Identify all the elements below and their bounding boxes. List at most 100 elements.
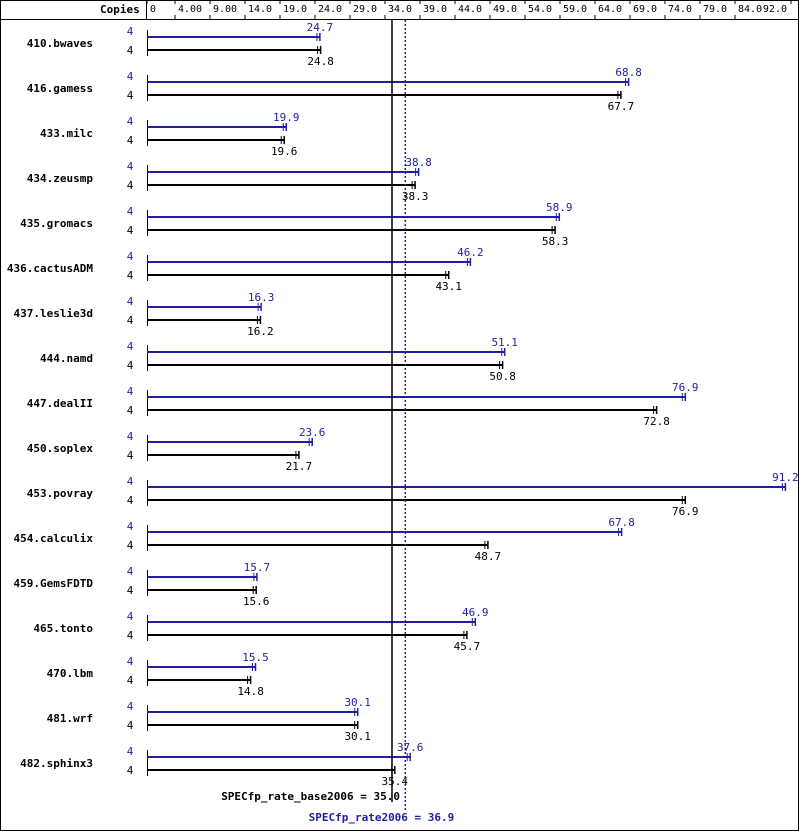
peak-value-label: 76.9 bbox=[672, 381, 699, 394]
benchmark-name: 435.gromacs bbox=[20, 217, 93, 230]
copies-peak: 4 bbox=[127, 115, 134, 128]
copies-base: 4 bbox=[127, 89, 134, 102]
benchmark-row: 434.zeusmp 4 4 38.8 38.3 bbox=[27, 156, 432, 203]
peak-value-label: 15.7 bbox=[244, 561, 271, 574]
x-tick-label: 19.0 bbox=[283, 4, 307, 15]
copies-peak: 4 bbox=[127, 250, 134, 263]
copies-base: 4 bbox=[127, 494, 134, 507]
benchmark-name: 444.namd bbox=[40, 352, 93, 365]
peak-value-label: 38.8 bbox=[405, 156, 432, 169]
benchmark-row: 437.leslie3d 4 4 16.3 16.2 bbox=[14, 291, 275, 338]
benchmark-name: 433.milc bbox=[40, 127, 93, 140]
benchmark-name: 416.gamess bbox=[27, 82, 93, 95]
benchmark-name: 410.bwaves bbox=[27, 37, 93, 50]
copies-peak: 4 bbox=[127, 340, 134, 353]
copies-peak: 4 bbox=[127, 295, 134, 308]
base-value-label: 45.7 bbox=[454, 640, 481, 653]
copies-base: 4 bbox=[127, 584, 134, 597]
peak-value-label: 46.2 bbox=[457, 246, 484, 259]
x-tick-label: 49.0 bbox=[493, 4, 517, 15]
copies-peak: 4 bbox=[127, 745, 134, 758]
peak-value-label: 15.5 bbox=[242, 651, 269, 664]
copies-base: 4 bbox=[127, 134, 134, 147]
copies-peak: 4 bbox=[127, 385, 134, 398]
benchmark-name: 453.povray bbox=[27, 487, 94, 500]
x-axis-ticks: 0 4.00 9.00 14.0 19.0 24.0 29.0 34.0 39.0 44.0 49.… bbox=[146, 0, 792, 19]
x-tick-label: 39.0 bbox=[423, 4, 447, 15]
base-reference-label: SPECfp_rate_base2006 = 35.0 bbox=[221, 790, 400, 803]
copies-base: 4 bbox=[127, 764, 134, 777]
x-tick-label: 29.0 bbox=[353, 4, 377, 15]
peak-value-label: 46.9 bbox=[462, 606, 489, 619]
copies-base: 4 bbox=[127, 629, 134, 642]
copies-base: 4 bbox=[127, 44, 134, 57]
benchmark-name: 481.wrf bbox=[47, 712, 93, 725]
copies-peak: 4 bbox=[127, 205, 134, 218]
benchmark-name: 454.calculix bbox=[14, 532, 94, 545]
benchmark-row: 454.calculix 4 4 67.8 48.7 bbox=[14, 516, 635, 563]
benchmark-row: 447.dealII 4 4 76.9 72.8 bbox=[27, 381, 699, 428]
benchmark-row: 481.wrf 4 4 30.1 30.1 bbox=[47, 696, 371, 743]
benchmark-row: 433.milc 4 4 19.9 19.6 bbox=[40, 111, 300, 158]
copies-peak: 4 bbox=[127, 25, 134, 38]
copies-base: 4 bbox=[127, 674, 134, 687]
copies-base: 4 bbox=[127, 224, 134, 237]
x-tick-label: 54.0 bbox=[528, 4, 552, 15]
benchmark-row: 465.tonto 4 4 46.9 45.7 bbox=[33, 606, 488, 653]
copies-peak: 4 bbox=[127, 610, 134, 623]
benchmark-row: 410.bwaves 4 4 24.7 24.8 bbox=[27, 21, 334, 68]
base-value-label: 50.8 bbox=[489, 370, 516, 383]
copies-base: 4 bbox=[127, 539, 134, 552]
copies-header: Copies bbox=[100, 3, 140, 16]
benchmark-row: 470.lbm 4 4 15.5 14.8 bbox=[47, 651, 269, 698]
copies-base: 4 bbox=[127, 359, 134, 372]
base-value-label: 38.3 bbox=[402, 190, 429, 203]
benchmark-name: 436.cactusADM bbox=[7, 262, 93, 275]
base-value-label: 19.6 bbox=[271, 145, 298, 158]
x-tick-label: 24.0 bbox=[318, 4, 342, 15]
x-tick-label: 79.0 bbox=[703, 4, 727, 15]
base-value-label: 24.8 bbox=[307, 55, 334, 68]
x-tick-label: 9.00 bbox=[213, 4, 237, 15]
peak-value-label: 19.9 bbox=[273, 111, 300, 124]
copies-peak: 4 bbox=[127, 700, 134, 713]
x-tick-label: 69.0 bbox=[633, 4, 657, 15]
benchmark-name: 470.lbm bbox=[47, 667, 94, 680]
copies-base: 4 bbox=[127, 449, 134, 462]
peak-reference-label: SPECfp_rate2006 = 36.9 bbox=[309, 811, 455, 824]
copies-peak: 4 bbox=[127, 430, 134, 443]
copies-peak: 4 bbox=[127, 160, 134, 173]
benchmark-row: 482.sphinx3 4 4 37.6 35.4 bbox=[20, 741, 423, 788]
base-value-label: 48.7 bbox=[475, 550, 502, 563]
base-value-label: 58.3 bbox=[542, 235, 569, 248]
benchmark-row: 416.gamess 4 4 68.8 67.7 bbox=[27, 66, 642, 113]
benchmark-name: 437.leslie3d bbox=[14, 307, 93, 320]
peak-value-label: 58.9 bbox=[546, 201, 573, 214]
peak-value-label: 91.2 bbox=[772, 471, 799, 484]
peak-value-label: 23.6 bbox=[299, 426, 326, 439]
base-value-label: 15.6 bbox=[243, 595, 270, 608]
x-tick-label: 4.00 bbox=[178, 4, 202, 15]
benchmark-name: 447.dealII bbox=[27, 397, 93, 410]
base-value-label: 35.4 bbox=[382, 775, 409, 788]
copies-peak: 4 bbox=[127, 655, 134, 668]
benchmark-row: 450.soplex 4 4 23.6 21.7 bbox=[27, 426, 326, 473]
copies-peak: 4 bbox=[127, 70, 134, 83]
base-value-label: 43.1 bbox=[435, 280, 462, 293]
x-tick-label: 74.0 bbox=[668, 4, 692, 15]
x-tick-label: 84.0 bbox=[738, 4, 762, 15]
peak-value-label: 51.1 bbox=[491, 336, 518, 349]
base-value-label: 14.8 bbox=[237, 685, 264, 698]
copies-peak: 4 bbox=[127, 475, 134, 488]
x-tick-label: 64.0 bbox=[598, 4, 622, 15]
benchmark-name: 482.sphinx3 bbox=[20, 757, 93, 770]
peak-value-label: 24.7 bbox=[307, 21, 334, 34]
peak-value-label: 68.8 bbox=[615, 66, 642, 79]
x-tick-label: 59.0 bbox=[563, 4, 587, 15]
benchmark-row: 453.povray 4 4 91.2 76.9 bbox=[27, 471, 799, 518]
copies-base: 4 bbox=[127, 314, 134, 327]
copies-base: 4 bbox=[127, 269, 134, 282]
copies-base: 4 bbox=[127, 719, 134, 732]
